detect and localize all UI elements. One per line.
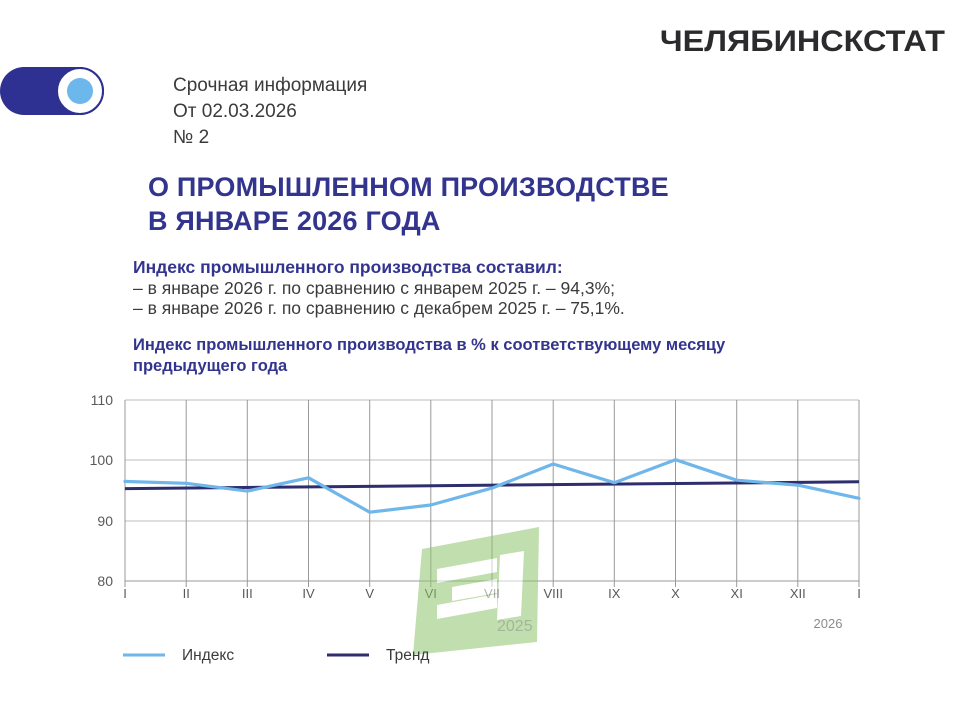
- svg-text:VIII: VIII: [543, 586, 563, 601]
- svg-text:IV: IV: [302, 586, 315, 601]
- svg-text:XI: XI: [731, 586, 743, 601]
- svg-text:Индекс: Индекс: [182, 647, 234, 664]
- svg-text:Тренд: Тренд: [386, 647, 429, 664]
- svg-text:I: I: [123, 586, 127, 601]
- svg-text:90: 90: [97, 513, 113, 529]
- svg-text:2026: 2026: [814, 616, 843, 631]
- svg-text:80: 80: [97, 573, 113, 589]
- svg-text:I: I: [857, 586, 861, 601]
- svg-text:X: X: [671, 586, 680, 601]
- svg-text:III: III: [242, 586, 253, 601]
- svg-text:2025: 2025: [497, 618, 533, 635]
- svg-text:II: II: [183, 586, 190, 601]
- svg-text:V: V: [365, 586, 374, 601]
- svg-text:100: 100: [90, 452, 114, 468]
- svg-text:IX: IX: [608, 586, 621, 601]
- svg-text:XII: XII: [790, 586, 806, 601]
- svg-text:110: 110: [91, 395, 114, 408]
